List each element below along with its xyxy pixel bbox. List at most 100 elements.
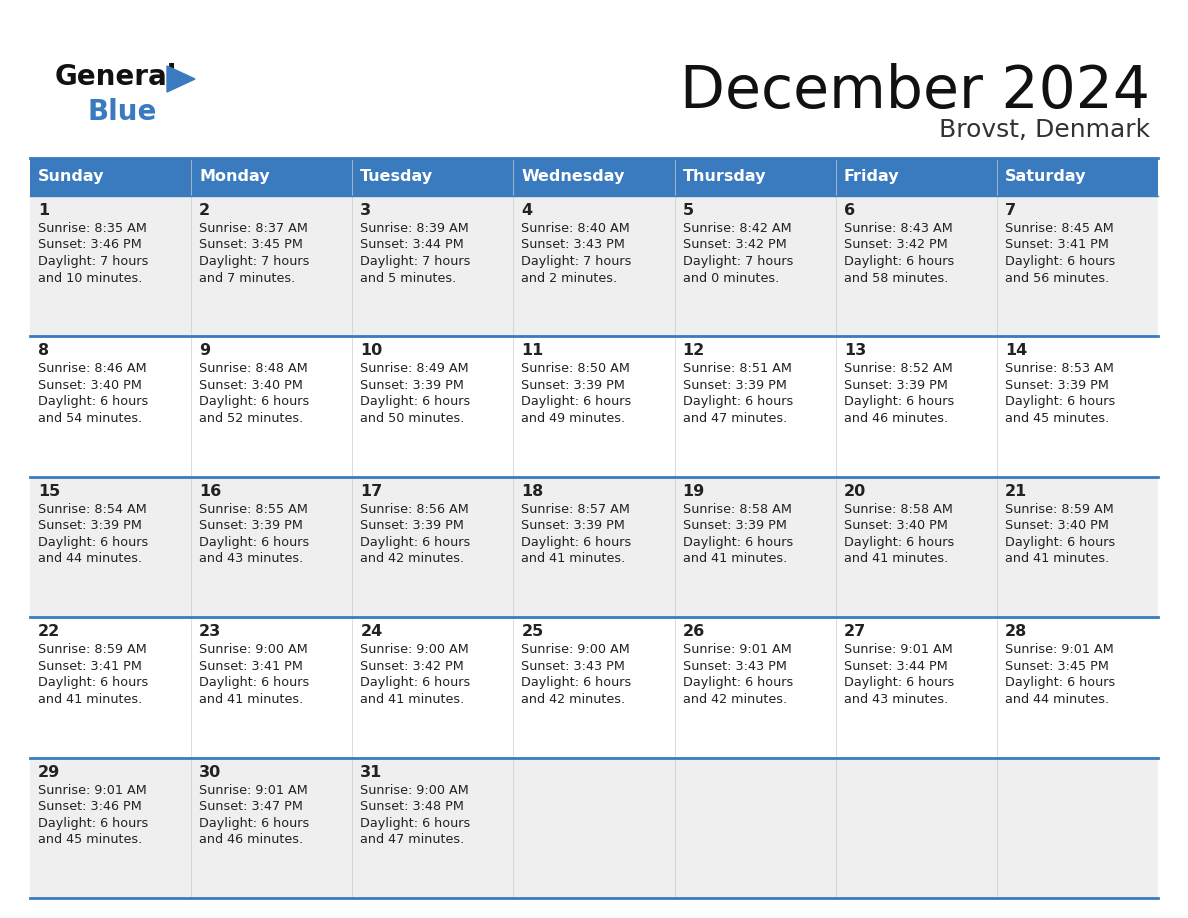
Text: Sunrise: 8:57 AM: Sunrise: 8:57 AM — [522, 503, 631, 516]
Text: Monday: Monday — [200, 170, 270, 185]
Bar — [30, 336, 191, 476]
Text: and 50 minutes.: and 50 minutes. — [360, 412, 465, 425]
Text: Sunrise: 8:53 AM: Sunrise: 8:53 AM — [1005, 363, 1113, 375]
Text: Sunset: 3:39 PM: Sunset: 3:39 PM — [843, 379, 948, 392]
Text: and 10 minutes.: and 10 minutes. — [38, 272, 143, 285]
Text: Sunset: 3:45 PM: Sunset: 3:45 PM — [200, 239, 303, 252]
Text: Daylight: 6 hours: Daylight: 6 hours — [200, 536, 309, 549]
Text: and 56 minutes.: and 56 minutes. — [1005, 272, 1110, 285]
Text: Sunset: 3:42 PM: Sunset: 3:42 PM — [843, 239, 948, 252]
Text: Sunrise: 8:46 AM: Sunrise: 8:46 AM — [38, 363, 146, 375]
Text: Daylight: 6 hours: Daylight: 6 hours — [1005, 396, 1116, 409]
Text: 20: 20 — [843, 484, 866, 498]
Text: 13: 13 — [843, 343, 866, 358]
Text: Sunrise: 9:00 AM: Sunrise: 9:00 AM — [360, 644, 469, 656]
Text: Daylight: 6 hours: Daylight: 6 hours — [38, 396, 148, 409]
Text: Daylight: 6 hours: Daylight: 6 hours — [683, 677, 792, 689]
Text: 14: 14 — [1005, 343, 1028, 358]
Text: Sunrise: 8:51 AM: Sunrise: 8:51 AM — [683, 363, 791, 375]
Text: Sunrise: 8:48 AM: Sunrise: 8:48 AM — [200, 363, 308, 375]
Text: Sunset: 3:41 PM: Sunset: 3:41 PM — [38, 660, 141, 673]
Text: 3: 3 — [360, 203, 372, 218]
Bar — [191, 336, 353, 476]
Text: Daylight: 7 hours: Daylight: 7 hours — [200, 255, 310, 268]
Text: and 43 minutes.: and 43 minutes. — [200, 553, 303, 565]
Text: and 0 minutes.: and 0 minutes. — [683, 272, 779, 285]
Bar — [675, 196, 835, 336]
Text: Daylight: 7 hours: Daylight: 7 hours — [38, 255, 148, 268]
Text: Daylight: 6 hours: Daylight: 6 hours — [360, 396, 470, 409]
Bar — [513, 158, 675, 196]
Text: Sunrise: 8:54 AM: Sunrise: 8:54 AM — [38, 503, 147, 516]
Text: Sunrise: 8:42 AM: Sunrise: 8:42 AM — [683, 222, 791, 235]
Text: Sunset: 3:43 PM: Sunset: 3:43 PM — [522, 239, 625, 252]
Bar — [675, 617, 835, 757]
Text: Sunrise: 8:40 AM: Sunrise: 8:40 AM — [522, 222, 630, 235]
Text: 22: 22 — [38, 624, 61, 639]
Bar — [997, 196, 1158, 336]
Text: 7: 7 — [1005, 203, 1016, 218]
Bar — [835, 158, 997, 196]
Text: Sunrise: 8:39 AM: Sunrise: 8:39 AM — [360, 222, 469, 235]
Text: Sunset: 3:40 PM: Sunset: 3:40 PM — [38, 379, 141, 392]
Text: Sunset: 3:39 PM: Sunset: 3:39 PM — [683, 520, 786, 532]
Bar — [997, 476, 1158, 617]
Text: and 46 minutes.: and 46 minutes. — [843, 412, 948, 425]
Text: Sunrise: 8:55 AM: Sunrise: 8:55 AM — [200, 503, 308, 516]
Bar — [835, 757, 997, 898]
Text: Daylight: 6 hours: Daylight: 6 hours — [522, 536, 632, 549]
Text: 19: 19 — [683, 484, 704, 498]
Text: Blue: Blue — [88, 98, 157, 126]
Text: 18: 18 — [522, 484, 544, 498]
Text: 29: 29 — [38, 765, 61, 779]
Text: 11: 11 — [522, 343, 544, 358]
Text: Sunset: 3:39 PM: Sunset: 3:39 PM — [683, 379, 786, 392]
Bar — [835, 336, 997, 476]
Text: Daylight: 7 hours: Daylight: 7 hours — [522, 255, 632, 268]
Text: Sunset: 3:46 PM: Sunset: 3:46 PM — [38, 800, 141, 813]
Text: Sunset: 3:42 PM: Sunset: 3:42 PM — [360, 660, 465, 673]
Text: Sunrise: 8:59 AM: Sunrise: 8:59 AM — [1005, 503, 1113, 516]
Text: Sunrise: 8:59 AM: Sunrise: 8:59 AM — [38, 644, 147, 656]
Text: and 42 minutes.: and 42 minutes. — [522, 693, 626, 706]
Text: Sunrise: 8:43 AM: Sunrise: 8:43 AM — [843, 222, 953, 235]
Text: 10: 10 — [360, 343, 383, 358]
Text: Daylight: 6 hours: Daylight: 6 hours — [843, 677, 954, 689]
Text: 9: 9 — [200, 343, 210, 358]
Bar — [997, 158, 1158, 196]
Bar — [513, 196, 675, 336]
Text: Sunset: 3:48 PM: Sunset: 3:48 PM — [360, 800, 465, 813]
Text: December 2024: December 2024 — [680, 63, 1150, 120]
Text: Daylight: 6 hours: Daylight: 6 hours — [843, 255, 954, 268]
Text: and 41 minutes.: and 41 minutes. — [38, 693, 143, 706]
Text: 16: 16 — [200, 484, 221, 498]
Bar — [353, 476, 513, 617]
Bar — [675, 336, 835, 476]
Bar — [513, 617, 675, 757]
Text: 6: 6 — [843, 203, 855, 218]
Text: Daylight: 6 hours: Daylight: 6 hours — [200, 677, 309, 689]
Text: 8: 8 — [38, 343, 49, 358]
Text: Sunset: 3:39 PM: Sunset: 3:39 PM — [200, 520, 303, 532]
Text: 4: 4 — [522, 203, 532, 218]
Text: 30: 30 — [200, 765, 221, 779]
Text: and 52 minutes.: and 52 minutes. — [200, 412, 303, 425]
Text: Sunset: 3:45 PM: Sunset: 3:45 PM — [1005, 660, 1108, 673]
Text: and 54 minutes.: and 54 minutes. — [38, 412, 143, 425]
Bar — [513, 476, 675, 617]
Text: Sunrise: 9:01 AM: Sunrise: 9:01 AM — [843, 644, 953, 656]
Text: Sunset: 3:40 PM: Sunset: 3:40 PM — [843, 520, 948, 532]
Text: Sunset: 3:44 PM: Sunset: 3:44 PM — [843, 660, 948, 673]
Text: Thursday: Thursday — [683, 170, 766, 185]
Text: Brovst, Denmark: Brovst, Denmark — [939, 118, 1150, 142]
Bar — [513, 336, 675, 476]
Text: Sunrise: 8:58 AM: Sunrise: 8:58 AM — [843, 503, 953, 516]
Text: and 41 minutes.: and 41 minutes. — [360, 693, 465, 706]
Text: and 41 minutes.: and 41 minutes. — [200, 693, 303, 706]
Bar — [353, 158, 513, 196]
Text: Daylight: 6 hours: Daylight: 6 hours — [360, 677, 470, 689]
Bar — [675, 757, 835, 898]
Bar — [835, 196, 997, 336]
Text: 21: 21 — [1005, 484, 1028, 498]
Bar — [30, 196, 191, 336]
